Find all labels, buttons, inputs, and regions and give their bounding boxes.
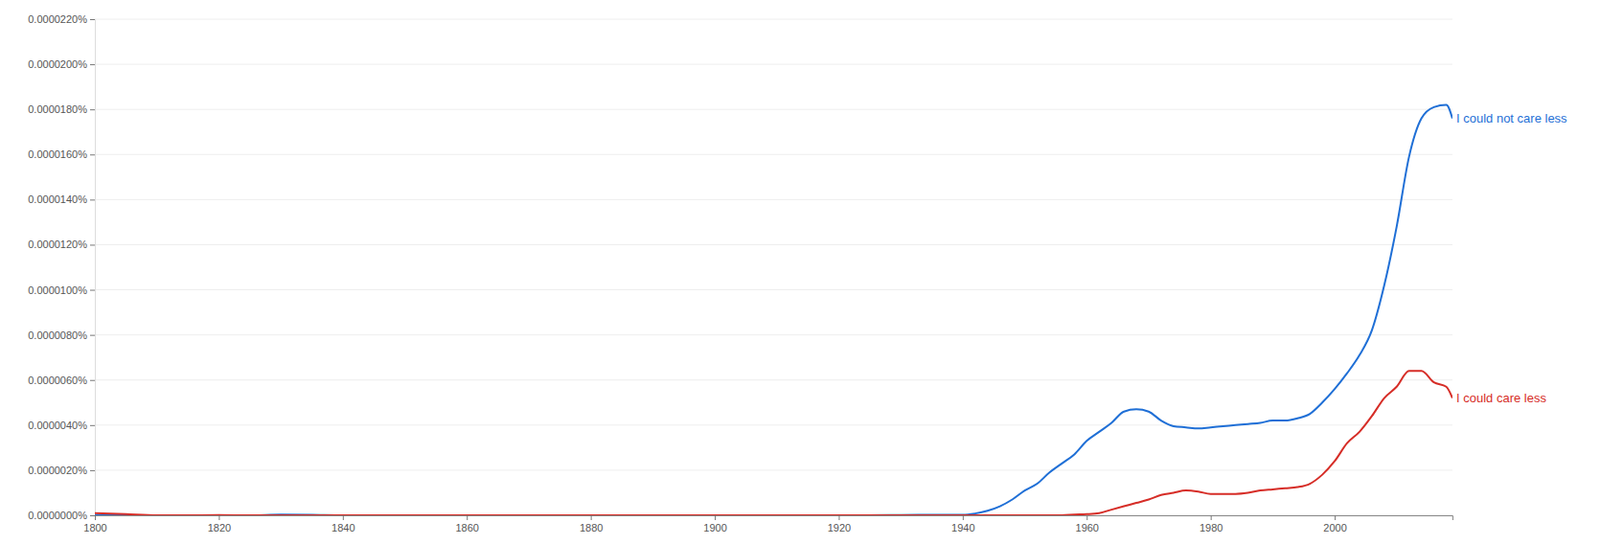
- x-tick-mark: [466, 515, 468, 521]
- y-tick-mark: [90, 515, 95, 517]
- x-tick-mark: [962, 515, 964, 521]
- x-tick-label: 1900: [703, 522, 727, 534]
- y-tick-label: 0.0000120%: [27, 238, 88, 251]
- lines: [94, 104, 1453, 516]
- x-tick: 1880: [579, 515, 603, 534]
- x-tick: 1860: [455, 515, 479, 534]
- x-tick: 1920: [827, 515, 851, 534]
- y-tick-label: 0.0000040%: [27, 419, 88, 432]
- y-tick-mark: [90, 64, 95, 66]
- y-axis: 0.0000000% 0.0000020% 0.0000040% 0.0000060%…: [27, 13, 95, 522]
- y-tick-label: 0.0000140%: [27, 193, 88, 206]
- y-tick: 0.0000140%: [27, 193, 95, 206]
- y-tick: 0.0000000%: [27, 509, 95, 522]
- y-tick-label: 0.0000060%: [27, 374, 88, 387]
- grid-line: [94, 379, 1453, 381]
- series-label: I could not care less: [1456, 111, 1568, 126]
- x-tick-mark: [1334, 515, 1336, 521]
- chart: 0.0000000% 0.0000020% 0.0000040% 0.0000060%…: [0, 0, 1600, 545]
- grid-line: [94, 19, 1453, 21]
- grid-line: [94, 469, 1453, 471]
- x-tick-mark: [1211, 515, 1212, 521]
- grid-line: [94, 199, 1453, 201]
- x-tick-label: 1980: [1199, 522, 1223, 534]
- y-tick: 0.0000180%: [27, 103, 95, 115]
- y-tick-mark: [90, 335, 95, 337]
- x-axis-line: [95, 516, 1454, 522]
- x-tick-mark: [714, 515, 716, 521]
- x-tick: 1960: [1075, 515, 1099, 534]
- grid-line: [94, 109, 1453, 111]
- y-tick-label: 0.0000000%: [27, 509, 88, 522]
- y-tick-label: 0.0000100%: [27, 284, 88, 297]
- y-tick-label: 0.0000220%: [27, 13, 88, 25]
- x-axis: 1800 1820 1840 1860 1880 1900 1920 1940 1960 1980…: [83, 515, 1453, 534]
- y-tick-mark: [90, 380, 95, 382]
- x-tick-mark: [591, 515, 593, 521]
- x-tick: 2000: [1323, 515, 1347, 534]
- y-tick-label: 0.0000200%: [27, 58, 88, 70]
- grid-line: [94, 334, 1453, 336]
- x-tick-label: 1820: [207, 522, 231, 534]
- grid-line: [94, 64, 1453, 66]
- y-tick-mark: [90, 19, 95, 21]
- y-tick: 0.0000080%: [27, 329, 95, 342]
- y-tick-label: 0.0000180%: [27, 103, 88, 115]
- y-tick-mark: [90, 244, 95, 246]
- y-tick: 0.0000160%: [27, 148, 95, 160]
- series-labels: I could not care less I could care less: [1456, 111, 1568, 406]
- x-tick-label: 1860: [455, 522, 479, 534]
- y-tick-mark: [90, 109, 95, 111]
- y-tick: 0.0000220%: [27, 13, 95, 25]
- x-tick-mark: [94, 515, 96, 521]
- x-tick-mark: [838, 515, 840, 521]
- y-tick-mark: [90, 154, 95, 156]
- x-tick-label: 1800: [83, 522, 107, 534]
- x-tick-label: 2000: [1323, 522, 1347, 534]
- y-tick-mark: [90, 425, 95, 427]
- y-tick: 0.0000120%: [27, 238, 95, 251]
- series-line: [94, 370, 1453, 516]
- x-tick: 1820: [207, 515, 231, 534]
- y-tick-mark: [90, 290, 95, 292]
- series-label: I could care less: [1456, 390, 1547, 406]
- x-tick-label: 1940: [951, 522, 975, 534]
- y-tick-mark: [90, 470, 95, 472]
- x-tick: 1940: [951, 515, 975, 534]
- x-tick: 1900: [703, 515, 727, 534]
- grid: [94, 19, 1453, 516]
- x-tick-mark: [342, 515, 344, 521]
- x-tick-mark: [218, 515, 220, 521]
- grid-line: [94, 289, 1453, 291]
- plot: 0.0000000% 0.0000020% 0.0000040% 0.0000060%…: [27, 13, 1568, 534]
- grid-line: [94, 154, 1453, 156]
- x-tick-label: 1960: [1075, 522, 1099, 534]
- y-tick: 0.0000040%: [27, 419, 95, 432]
- x-tick: 1980: [1199, 515, 1223, 534]
- y-tick: 0.0000200%: [27, 58, 95, 70]
- x-tick-label: 1880: [579, 522, 603, 534]
- x-tick-label: 1840: [331, 522, 355, 534]
- series-line: [94, 104, 1453, 516]
- y-tick: 0.0000020%: [27, 464, 95, 477]
- x-tick: 1840: [331, 515, 355, 534]
- y-tick: 0.0000100%: [27, 284, 95, 297]
- y-tick-label: 0.0000160%: [27, 148, 88, 160]
- y-tick-mark: [90, 199, 95, 201]
- x-tick-mark: [1086, 515, 1088, 521]
- x-tick-label: 1920: [827, 522, 851, 534]
- y-tick: 0.0000060%: [27, 374, 95, 387]
- grid-line: [94, 244, 1453, 246]
- x-tick: 1800: [83, 515, 107, 534]
- y-tick-label: 0.0000080%: [27, 329, 88, 342]
- y-axis-line: [90, 20, 96, 517]
- y-tick-label: 0.0000020%: [27, 464, 88, 477]
